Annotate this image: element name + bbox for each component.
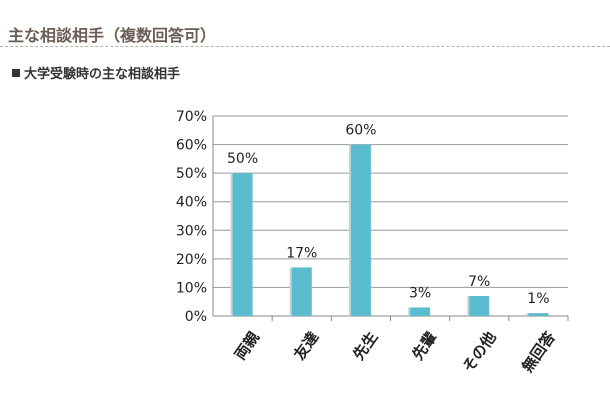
y-axis-ticks: 0% 10% 20% 30% 40% 50% 60% 70%	[176, 109, 207, 325]
y-tick-label: 50%	[176, 166, 207, 182]
chart-gridlines	[212, 115, 569, 321]
page-title: 主な相談相手（複数回答可）	[8, 26, 217, 45]
y-tick-label: 20%	[176, 252, 207, 268]
bar-edge	[230, 173, 234, 316]
bar-1	[291, 267, 312, 316]
bar-data-label: 7%	[468, 274, 490, 290]
chart-data-labels: 50% 17% 60% 3% 7% 1%	[227, 123, 550, 308]
bar-data-label: 50%	[227, 151, 258, 167]
bar-edge	[526, 313, 530, 316]
bar-0	[232, 173, 253, 316]
x-category-label: 友達	[290, 328, 322, 363]
y-tick-label: 10%	[176, 280, 207, 296]
y-tick-label: 40%	[176, 195, 207, 211]
bar-data-label: 60%	[345, 123, 376, 139]
x-category-label: その他	[459, 328, 500, 375]
bar-data-label: 17%	[286, 245, 317, 261]
x-category-label: 無回答	[518, 328, 559, 376]
square-bullet-icon	[12, 69, 20, 77]
y-tick-label: 0%	[185, 309, 207, 325]
x-category-label: 先生	[349, 328, 381, 363]
bar-3	[410, 307, 431, 316]
bar-edge	[408, 307, 412, 316]
bar-edge	[289, 267, 293, 316]
y-tick-label: 30%	[176, 223, 207, 239]
x-category-label: 両親	[231, 328, 263, 363]
bar-edge	[348, 144, 352, 316]
y-tick-label: 60%	[176, 138, 207, 154]
x-category-label: 先輩	[409, 328, 441, 363]
bar-data-label: 1%	[527, 291, 549, 307]
bar-5	[528, 313, 549, 316]
chart-bars	[230, 144, 549, 316]
title-divider	[0, 46, 610, 47]
chart-section-heading: 大学受験時の主な相談相手	[12, 63, 180, 82]
bar-edge	[467, 296, 471, 316]
bar-4	[469, 296, 490, 316]
bar-data-label: 3%	[409, 285, 431, 301]
chart-section-heading-text: 大学受験時の主な相談相手	[24, 67, 181, 82]
x-axis-ticks: 両親 友達 先生 先輩 その他 無回答	[231, 328, 559, 376]
y-tick-label: 70%	[176, 109, 207, 125]
bar-2	[350, 144, 371, 316]
